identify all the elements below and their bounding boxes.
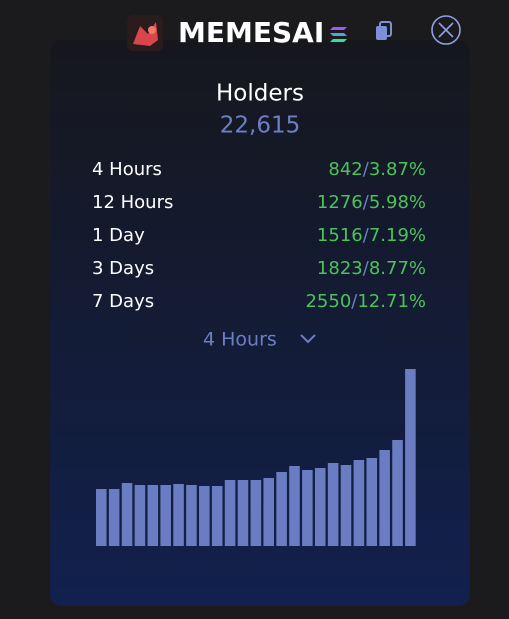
bar	[199, 486, 210, 546]
bar	[108, 489, 120, 546]
bar	[121, 483, 133, 546]
bar	[327, 463, 339, 546]
bar	[302, 470, 313, 546]
change: 2550	[305, 291, 351, 312]
period-value: 2550/12.71%	[305, 291, 426, 312]
percent: 5.98%	[369, 192, 426, 213]
bar	[211, 486, 223, 546]
bar	[314, 468, 326, 546]
separator: /	[363, 192, 370, 213]
solana-icon	[330, 27, 347, 42]
logo	[127, 15, 163, 51]
percent: 3.87%	[369, 159, 426, 180]
holders-count: 22,615	[220, 113, 300, 139]
bar	[173, 484, 184, 546]
change: 1516	[317, 225, 363, 246]
bar	[289, 466, 300, 546]
copy-button[interactable]	[376, 21, 392, 40]
separator: /	[363, 159, 370, 180]
bar	[392, 440, 403, 546]
bar	[353, 460, 365, 546]
percent: 7.19%	[369, 225, 426, 246]
dropdown-label[interactable]: 4 Hours	[203, 329, 277, 351]
period-label: 12 Hours	[92, 192, 173, 213]
bar	[250, 480, 262, 546]
bar	[160, 485, 171, 546]
close-button[interactable]	[431, 15, 461, 45]
period-value: 842/3.87%	[328, 159, 426, 180]
period-value: 1823/8.77%	[317, 258, 426, 279]
token-title: MEMESAI	[178, 16, 324, 49]
separator: /	[351, 291, 358, 312]
separator: /	[363, 225, 370, 246]
bar	[263, 478, 275, 546]
percent: 8.77%	[369, 258, 426, 279]
bar	[379, 450, 390, 546]
percent: 12.71%	[357, 291, 426, 312]
period-value: 1276/5.98%	[317, 192, 426, 213]
panel	[50, 40, 470, 606]
period-label: 7 Days	[92, 291, 154, 312]
period-label: 3 Days	[92, 258, 154, 279]
change: 1823	[317, 258, 363, 279]
bar	[147, 485, 159, 546]
change: 842	[328, 159, 362, 180]
dropdown-chevron[interactable]	[300, 334, 316, 344]
bar	[134, 485, 146, 546]
separator: /	[363, 258, 370, 279]
period-label: 1 Day	[92, 225, 145, 246]
change: 1276	[317, 192, 363, 213]
period-value: 1516/7.19%	[317, 225, 426, 246]
bar	[405, 369, 416, 546]
bar	[237, 480, 249, 546]
bar	[366, 458, 378, 546]
bar	[96, 489, 107, 546]
bar	[224, 480, 236, 546]
period-label: 4 Hours	[92, 159, 162, 180]
bar	[340, 465, 352, 546]
bar	[276, 472, 287, 546]
holders-label: Holders	[216, 81, 304, 107]
bar	[186, 485, 197, 546]
